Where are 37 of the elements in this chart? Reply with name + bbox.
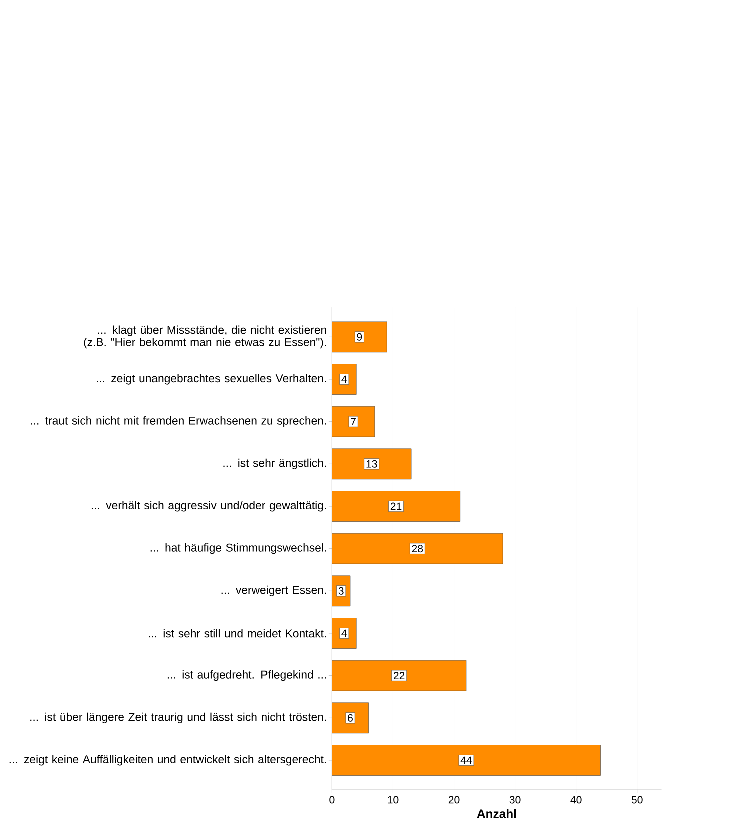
x-tick-label: 20 <box>448 796 460 804</box>
bar <box>332 702 369 734</box>
data-label: 3 <box>338 587 344 595</box>
y-tick-label: ... klagt über Missstände, die nicht existieren (z.B. "Hier bekommt man nie etwas zu Essen"). <box>84 326 326 349</box>
data-label: 4 <box>342 376 348 384</box>
bar <box>332 406 376 438</box>
y-tick-label: ... ist sehr still und meidet Kontakt. <box>148 629 326 638</box>
y-tick-label: ... traut sich nicht mit fremden Erwachsenen zu sprechen. <box>31 416 326 428</box>
bar <box>332 745 601 776</box>
y-tick-label: ... verweigert Essen. <box>222 586 326 596</box>
x-axis-title: Anzahl <box>477 809 516 818</box>
y-tick-label: ... hat häufige Stimmungswechsel. <box>150 544 326 554</box>
data-label: 4 <box>342 630 348 638</box>
y-tick-label: ... ist aufgedreht. Pflegekind ... <box>168 670 326 682</box>
data-label: 9 <box>357 333 362 341</box>
x-tick-label: 40 <box>570 796 582 804</box>
bar <box>332 322 388 353</box>
x-tick-label: 30 <box>510 796 521 804</box>
data-label: 6 <box>348 714 353 722</box>
data-label: 22 <box>394 672 405 680</box>
y-tick-label: ... ist sehr ängstlich. <box>224 458 326 470</box>
bar <box>332 448 412 480</box>
y-tick-label: ... zeigt keine Auffälligkeiten und entwickelt sich altersgerecht. <box>10 755 326 766</box>
data-label: 7 <box>351 418 356 426</box>
y-tick-label: ... ist über längere Zeit traurig und lässt sich nicht trösten. <box>30 712 326 724</box>
data-label: 44 <box>460 756 472 764</box>
bar <box>332 533 504 564</box>
bar <box>332 660 467 692</box>
data-label: 21 <box>390 502 402 510</box>
data-label: 13 <box>366 460 378 468</box>
x-tick-label: 50 <box>632 796 643 804</box>
bar <box>332 491 461 522</box>
data-label: 28 <box>412 545 424 553</box>
y-tick-label: ... verhält sich aggressiv und/oder gewalttätig. <box>92 501 326 512</box>
y-tick-label: ... zeigt unangebrachtes sexuelles Verhalten. <box>97 374 326 385</box>
x-tick-label: 10 <box>388 796 399 804</box>
x-tick-label: 0 <box>330 796 335 804</box>
